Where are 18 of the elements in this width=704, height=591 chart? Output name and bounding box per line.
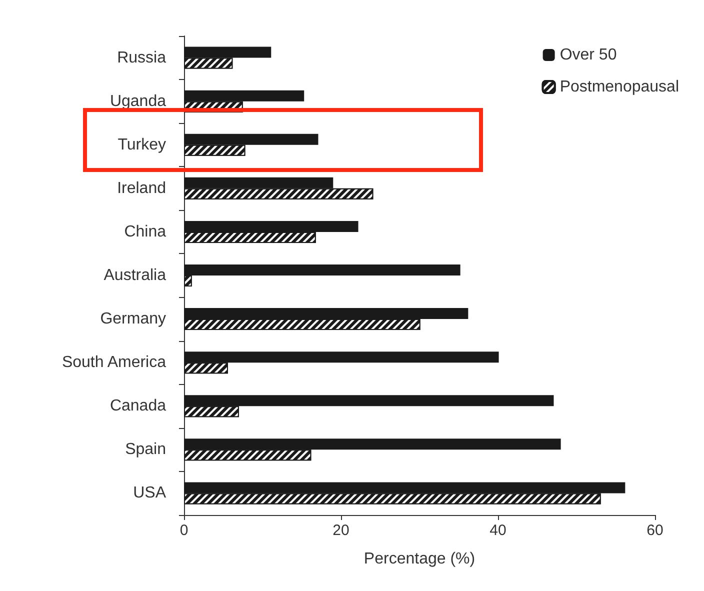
y-tick-label: China — [124, 223, 166, 240]
y-tick-label: Australia — [104, 267, 166, 284]
y-tick-label: Uganda — [110, 92, 166, 110]
x-tick-label: 20 — [332, 522, 350, 539]
legend-label: Postmenopausal — [560, 78, 679, 96]
y-tick-label: Canada — [110, 398, 166, 415]
x-tick-label: 60 — [646, 522, 664, 539]
x-tick-label: 40 — [490, 522, 506, 539]
x-axis-title: Percentage (%) — [364, 550, 476, 568]
x-tick-label: 0 — [180, 522, 188, 539]
y-tick-label: Germany — [100, 310, 166, 328]
y-tick-label: Ireland — [117, 180, 166, 197]
y-tick-label: Turkey — [118, 136, 166, 154]
y-tick-label: Spain — [125, 441, 166, 458]
y-tick-label: South America — [62, 354, 166, 372]
y-tick-label: USA — [133, 484, 166, 502]
legend-label: Over 50 — [560, 46, 617, 64]
y-tick-label: Russia — [117, 49, 166, 66]
